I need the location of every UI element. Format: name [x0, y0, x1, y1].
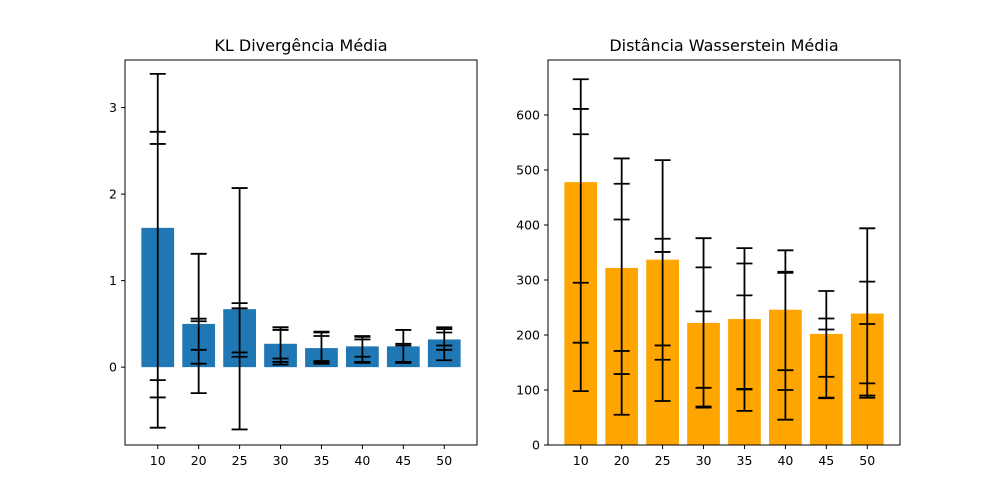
wasserstein-error-bar-20 — [613, 157, 630, 416]
kl-error-bar-50 — [436, 326, 453, 362]
wasserstein-xtick-label: 30 — [696, 453, 712, 468]
kl-ytick-label: 1 — [109, 273, 117, 288]
kl-xtick-label: 40 — [354, 453, 370, 468]
wasserstein-error-bar-25 — [654, 159, 671, 402]
kl-error-bar-10 — [149, 72, 166, 429]
kl-error-bar-45 — [395, 329, 412, 364]
wasserstein-xtick-label: 10 — [573, 453, 589, 468]
wasserstein-xtick-label: 25 — [655, 453, 671, 468]
wasserstein-ytick-label: 100 — [516, 383, 540, 398]
wasserstein-ytick-label: 400 — [516, 218, 540, 233]
wasserstein-error-bar-40 — [777, 249, 794, 421]
kl-xtick-label: 10 — [150, 453, 166, 468]
kl-xtick-label: 25 — [232, 453, 248, 468]
wasserstein-error-bar-30 — [695, 237, 712, 409]
wasserstein-error-bar-10 — [572, 78, 589, 393]
kl-error-bar-40 — [354, 335, 371, 364]
wasserstein-chart-title: Distância Wasserstein Média — [609, 36, 838, 55]
kl-xtick-label: 35 — [314, 453, 330, 468]
kl-ytick-label: 0 — [109, 360, 117, 375]
wasserstein-error-bar-50 — [859, 227, 876, 399]
wasserstein-xtick-label: 40 — [777, 453, 793, 468]
wasserstein-axes-frame — [547, 59, 901, 446]
kl-divergence-chart: KL Divergência Média 0 1 2 3 10 20 25 30 35 40 45 5… — [109, 36, 478, 468]
kl-chart-title: KL Divergência Média — [214, 36, 387, 55]
wasserstein-xtick-label: 50 — [859, 453, 875, 468]
kl-error-bar-25 — [231, 187, 248, 431]
wasserstein-error-bar-35 — [736, 247, 753, 412]
wasserstein-ytick-label: 0 — [532, 438, 540, 453]
wasserstein-error-bar-45 — [818, 290, 835, 400]
wasserstein-xtick-label: 45 — [818, 453, 834, 468]
kl-xtick-label: 50 — [436, 453, 452, 468]
wasserstein-xtick-label: 35 — [737, 453, 753, 468]
wasserstein-ytick-label: 300 — [516, 273, 540, 288]
kl-ytick-label: 2 — [109, 187, 117, 202]
kl-error-bar-35 — [313, 330, 330, 365]
wasserstein-ytick-label: 600 — [516, 108, 540, 123]
wasserstein-ytick-label: 200 — [516, 328, 540, 343]
wasserstein-ytick-label: 500 — [516, 163, 540, 178]
kl-xtick-label: 45 — [395, 453, 411, 468]
kl-xtick-label: 30 — [273, 453, 289, 468]
kl-error-bar-30 — [272, 326, 289, 366]
wasserstein-xtick-label: 20 — [614, 453, 630, 468]
kl-ytick-label: 3 — [109, 100, 117, 115]
wasserstein-distance-chart: Distância Wasserstein Média 0 100 200 300 40… — [516, 36, 901, 468]
kl-xtick-label: 20 — [191, 453, 207, 468]
kl-axes-frame — [124, 59, 478, 446]
kl-error-bar-20 — [190, 252, 207, 394]
